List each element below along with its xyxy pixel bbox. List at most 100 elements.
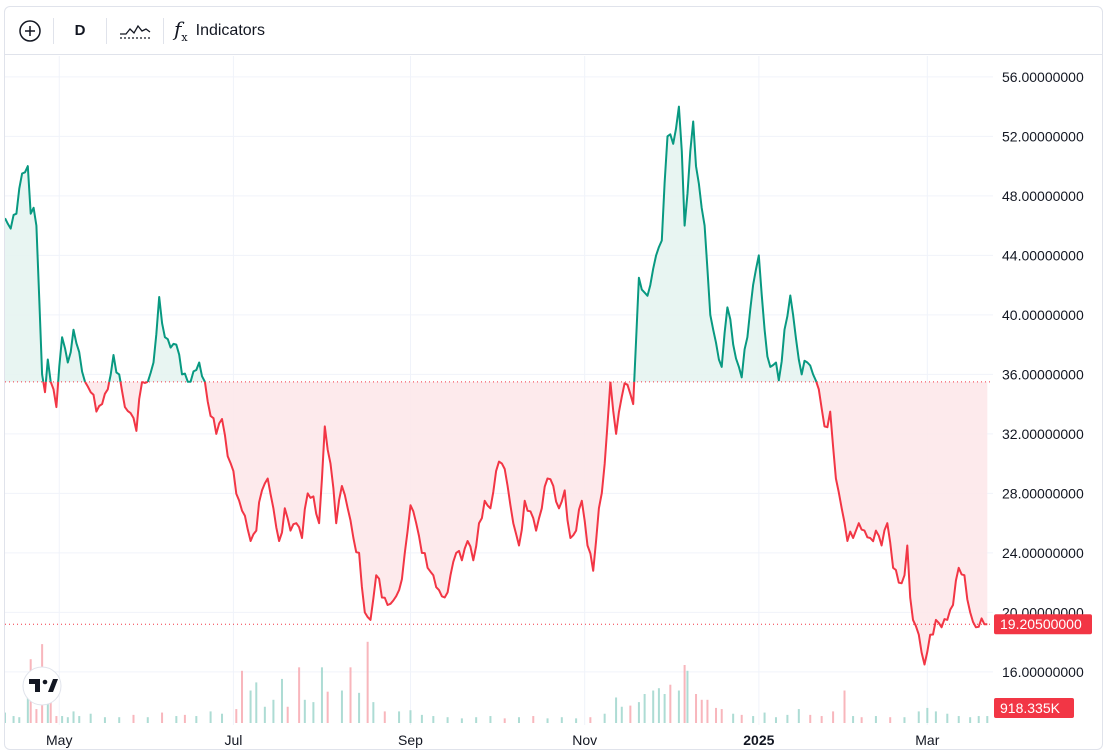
volume-bar <box>732 713 735 723</box>
area-above-baseline <box>58 329 85 382</box>
volume-bar <box>183 714 186 723</box>
price-tick-label: 28.00000000 <box>1002 485 1084 501</box>
volume-bar <box>383 711 386 723</box>
volume-bar <box>677 690 680 723</box>
volume-bar <box>263 706 266 723</box>
price-line-up <box>633 105 818 383</box>
volume-bar <box>786 714 789 723</box>
volume-bar <box>652 690 655 723</box>
area-below-baseline <box>85 381 110 412</box>
add-symbol-button[interactable] <box>7 13 53 49</box>
chart-window: D fx Indicators 56.00000000 52.00000000 48… <box>4 6 1103 750</box>
area-below-baseline <box>204 381 611 620</box>
price-line-down <box>49 381 60 409</box>
price-line-down <box>609 381 636 435</box>
tradingview-logo[interactable] <box>22 666 62 706</box>
volume-bar <box>503 718 506 723</box>
volume-label: 918.335K <box>1000 700 1061 716</box>
volume-bar <box>629 705 632 723</box>
volume-bar <box>683 665 686 723</box>
price-tick-label: 52.00000000 <box>1002 128 1084 144</box>
last-price-badge: 19.20500000 <box>994 614 1092 635</box>
volume-bar <box>326 691 329 723</box>
volume-bar <box>986 716 989 723</box>
volume-bar <box>700 699 703 723</box>
price-line-down <box>119 381 144 432</box>
toolbar-divider <box>106 17 107 44</box>
volume-bar <box>221 713 224 723</box>
volume-bar <box>249 690 252 723</box>
volume-bar <box>61 716 64 723</box>
volume-bar <box>55 716 58 723</box>
volume-bar <box>532 716 535 723</box>
volume-bar <box>241 670 244 723</box>
area-below-baseline <box>816 381 988 665</box>
volume-bar <box>5 712 6 723</box>
toolbar-divider <box>53 17 54 44</box>
baseline-areas <box>5 106 988 665</box>
volume-bar <box>706 699 709 723</box>
volume-bar <box>372 702 375 723</box>
price-line-up <box>44 358 52 382</box>
volume-bar <box>118 717 121 723</box>
price-tick-label: 40.00000000 <box>1002 307 1084 323</box>
price-line <box>5 105 988 666</box>
compare-button[interactable] <box>107 13 163 49</box>
volume-bar <box>255 682 258 723</box>
volume-bar <box>917 711 920 723</box>
interval-button[interactable]: D <box>54 13 106 49</box>
volume-bar <box>820 716 823 723</box>
volume-bar <box>398 711 401 723</box>
volume-bar <box>209 711 212 723</box>
volume-bar <box>78 716 81 723</box>
volume-bar <box>366 641 369 723</box>
volume-bar <box>969 717 972 723</box>
volume-bar <box>320 667 323 723</box>
price-axis[interactable]: 56.00000000 52.00000000 48.00000000 44.0000… <box>1002 69 1084 680</box>
volume-bar <box>12 716 15 723</box>
volume-bar <box>843 690 846 723</box>
volume-bar <box>889 717 892 723</box>
volume-bar <box>575 718 578 723</box>
last-price-label: 19.20500000 <box>1000 616 1082 632</box>
volume-bar <box>637 702 640 723</box>
indicators-label: Indicators <box>195 21 265 39</box>
volume-bar <box>860 717 863 723</box>
indicators-button[interactable]: fx Indicators <box>164 13 275 49</box>
volume-bar <box>18 717 21 723</box>
volume-bar <box>946 713 949 723</box>
volume-bar <box>489 716 492 723</box>
price-line-down <box>42 381 47 394</box>
grid <box>5 56 993 725</box>
volume-bar <box>832 711 835 723</box>
area-below-baseline <box>610 381 635 434</box>
volume-bar <box>103 717 106 723</box>
volume-bar <box>752 716 755 723</box>
interval-label: D <box>74 22 86 39</box>
volume-bar <box>852 716 855 723</box>
volume-bar <box>161 712 164 723</box>
volume-bar <box>475 717 478 723</box>
price-line-down <box>203 381 612 621</box>
price-tick-label: 16.00000000 <box>1002 664 1084 680</box>
volume-bar <box>686 670 689 723</box>
volume-bar <box>934 711 937 723</box>
area-above-baseline <box>634 106 817 382</box>
price-tick-label: 56.00000000 <box>1002 69 1084 85</box>
volume-bar <box>615 697 618 723</box>
volume-bar <box>926 707 929 723</box>
volume-bar <box>35 709 38 723</box>
volume-bar <box>89 713 92 723</box>
volume-bar <box>280 678 283 723</box>
volume-bar <box>175 716 178 723</box>
volume-bar <box>517 717 520 723</box>
volume-bar <box>446 717 449 723</box>
volume-bar <box>603 713 606 723</box>
area-above-baseline <box>147 297 205 382</box>
volume-bar <box>49 684 52 723</box>
time-axis[interactable]: May Jul Sep Nov 2025 Mar <box>46 732 940 748</box>
price-line-down <box>84 381 111 413</box>
volume-bar <box>66 717 69 723</box>
price-chart[interactable]: 56.00000000 52.00000000 48.00000000 44.0000… <box>5 7 1103 750</box>
price-line-up <box>146 296 206 383</box>
